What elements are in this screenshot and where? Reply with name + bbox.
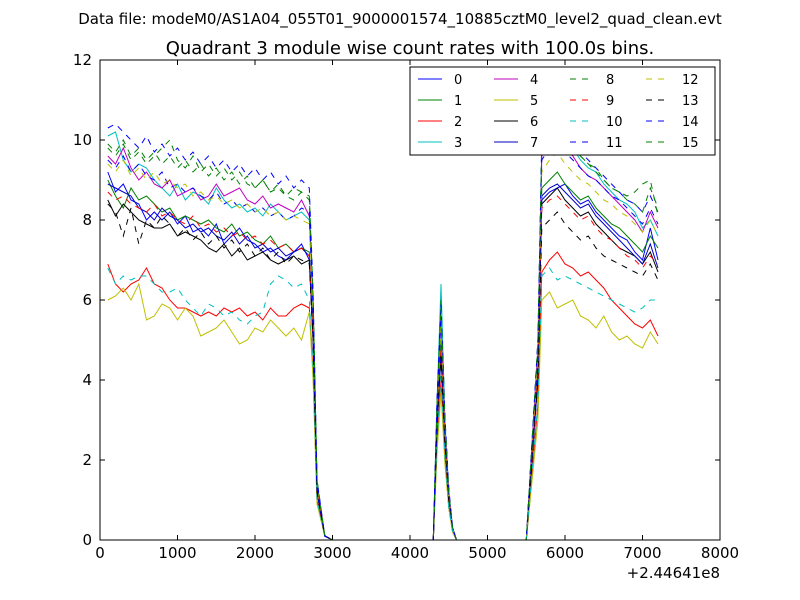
- x-tick-label: 0: [95, 544, 105, 562]
- legend-label-15: 15: [682, 136, 699, 151]
- series-line-2: [107, 251, 659, 541]
- series-line-6: [107, 187, 659, 541]
- y-tick-label: 6: [82, 291, 92, 309]
- series-line-5: [107, 282, 659, 541]
- legend-label-12: 12: [682, 73, 699, 88]
- x-axis: 0 1000 2000 3000 4000 5000 6000 7000 8000: [95, 60, 739, 562]
- legend-label-8: 8: [606, 73, 614, 88]
- x-tick-label: 2000: [236, 544, 274, 562]
- y-tick-label: 0: [82, 531, 92, 549]
- series-line-10: [107, 267, 658, 541]
- series-line-7: [107, 183, 659, 541]
- legend-label-10: 10: [606, 115, 623, 130]
- series-line-13: [107, 203, 659, 541]
- legend-label-2: 2: [454, 115, 462, 130]
- legend-label-0: 0: [454, 73, 462, 88]
- chart-title: Quadrant 3 module wise count rates with …: [166, 38, 655, 59]
- legend-label-5: 5: [530, 94, 538, 109]
- legend-label-13: 13: [682, 94, 699, 109]
- series-line-14: [107, 119, 659, 541]
- legend-label-9: 9: [606, 94, 614, 109]
- legend-box: [409, 66, 716, 156]
- series-line-4: [107, 135, 659, 541]
- series-line-9: [107, 191, 659, 541]
- y-tick-label: 12: [73, 51, 92, 69]
- legend-label-1: 1: [454, 94, 462, 109]
- series-line-3: [107, 123, 659, 541]
- x-tick-label: 5000: [468, 544, 506, 562]
- suptitle: Data file: modeM0/AS1A04_055T01_90000015…: [78, 10, 722, 29]
- series-line-0: [107, 171, 659, 541]
- series-layer: [107, 119, 659, 541]
- legend-label-6: 6: [530, 115, 538, 130]
- legend-label-11: 11: [606, 136, 623, 151]
- series-line-11: [107, 139, 659, 541]
- series-line-8: [107, 123, 659, 541]
- y-tick-label: 10: [73, 131, 92, 149]
- y-tick-label: 8: [82, 211, 92, 229]
- legend-label-4: 4: [530, 73, 538, 88]
- x-tick-label: 6000: [546, 544, 584, 562]
- legend-label-3: 3: [454, 136, 462, 151]
- y-tick-label: 4: [82, 371, 92, 389]
- legend-label-7: 7: [530, 136, 538, 151]
- y-tick-label: 2: [82, 451, 92, 469]
- series-line-15: [107, 127, 659, 541]
- x-offset-label: +2.44641e8: [627, 564, 720, 582]
- x-tick-label: 7000: [623, 544, 661, 562]
- x-tick-label: 4000: [391, 544, 429, 562]
- series-line-12: [107, 151, 659, 541]
- x-tick-label: 8000: [701, 544, 739, 562]
- x-tick-label: 3000: [313, 544, 351, 562]
- legend-label-14: 14: [682, 115, 699, 130]
- x-tick-label: 1000: [158, 544, 196, 562]
